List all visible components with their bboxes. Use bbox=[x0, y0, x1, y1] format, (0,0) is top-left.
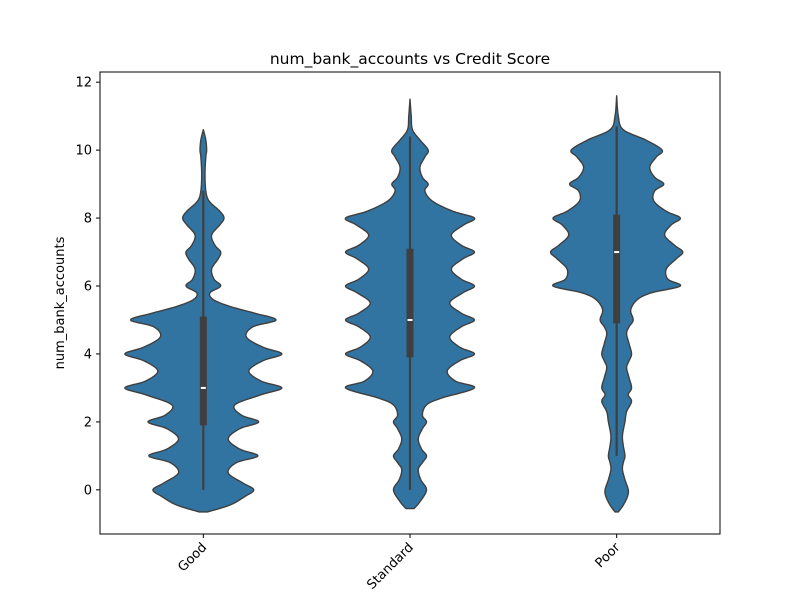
y-tick-label: 6 bbox=[84, 280, 92, 295]
y-tick-label: 0 bbox=[84, 483, 92, 498]
iqr-box-good bbox=[199, 316, 207, 426]
x-tick-label: Poor bbox=[593, 540, 624, 571]
x-tick-label: Good bbox=[175, 540, 210, 575]
y-tick-label: 10 bbox=[75, 144, 92, 159]
y-tick-label: 12 bbox=[75, 76, 92, 91]
y-axis: 0 2 4 6 8 10 12 bbox=[75, 76, 100, 498]
y-tick-label: 2 bbox=[84, 415, 92, 430]
x-axis: Good Standard Poor bbox=[175, 534, 624, 593]
iqr-box-standard bbox=[406, 248, 414, 358]
y-tick-label: 8 bbox=[84, 212, 92, 227]
violins-group bbox=[124, 95, 684, 513]
y-tick-label: 4 bbox=[84, 347, 92, 362]
x-tick-label: Standard bbox=[364, 540, 416, 592]
y-axis-label: num_bank_accounts bbox=[53, 236, 68, 369]
chart-title: num_bank_accounts vs Credit Score bbox=[270, 50, 550, 69]
iqr-box-poor bbox=[613, 214, 621, 324]
